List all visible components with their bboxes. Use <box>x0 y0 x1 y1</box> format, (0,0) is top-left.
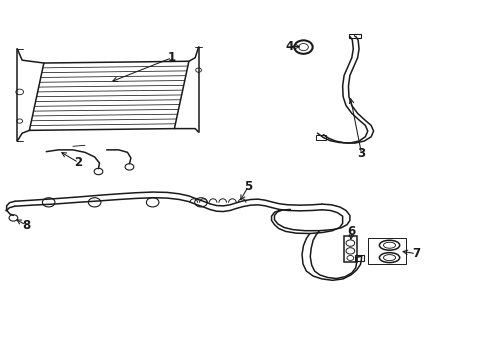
Text: 1: 1 <box>167 51 176 64</box>
Text: 4: 4 <box>285 40 293 53</box>
Text: 7: 7 <box>411 247 419 260</box>
Bar <box>354 255 364 261</box>
Bar <box>367 238 406 264</box>
Bar <box>315 135 325 140</box>
Text: 8: 8 <box>22 219 30 231</box>
Text: 3: 3 <box>357 147 365 160</box>
Text: 5: 5 <box>244 180 252 193</box>
Bar <box>344 236 356 261</box>
Text: 2: 2 <box>75 156 82 169</box>
Bar <box>348 34 360 38</box>
Text: 6: 6 <box>347 225 355 238</box>
